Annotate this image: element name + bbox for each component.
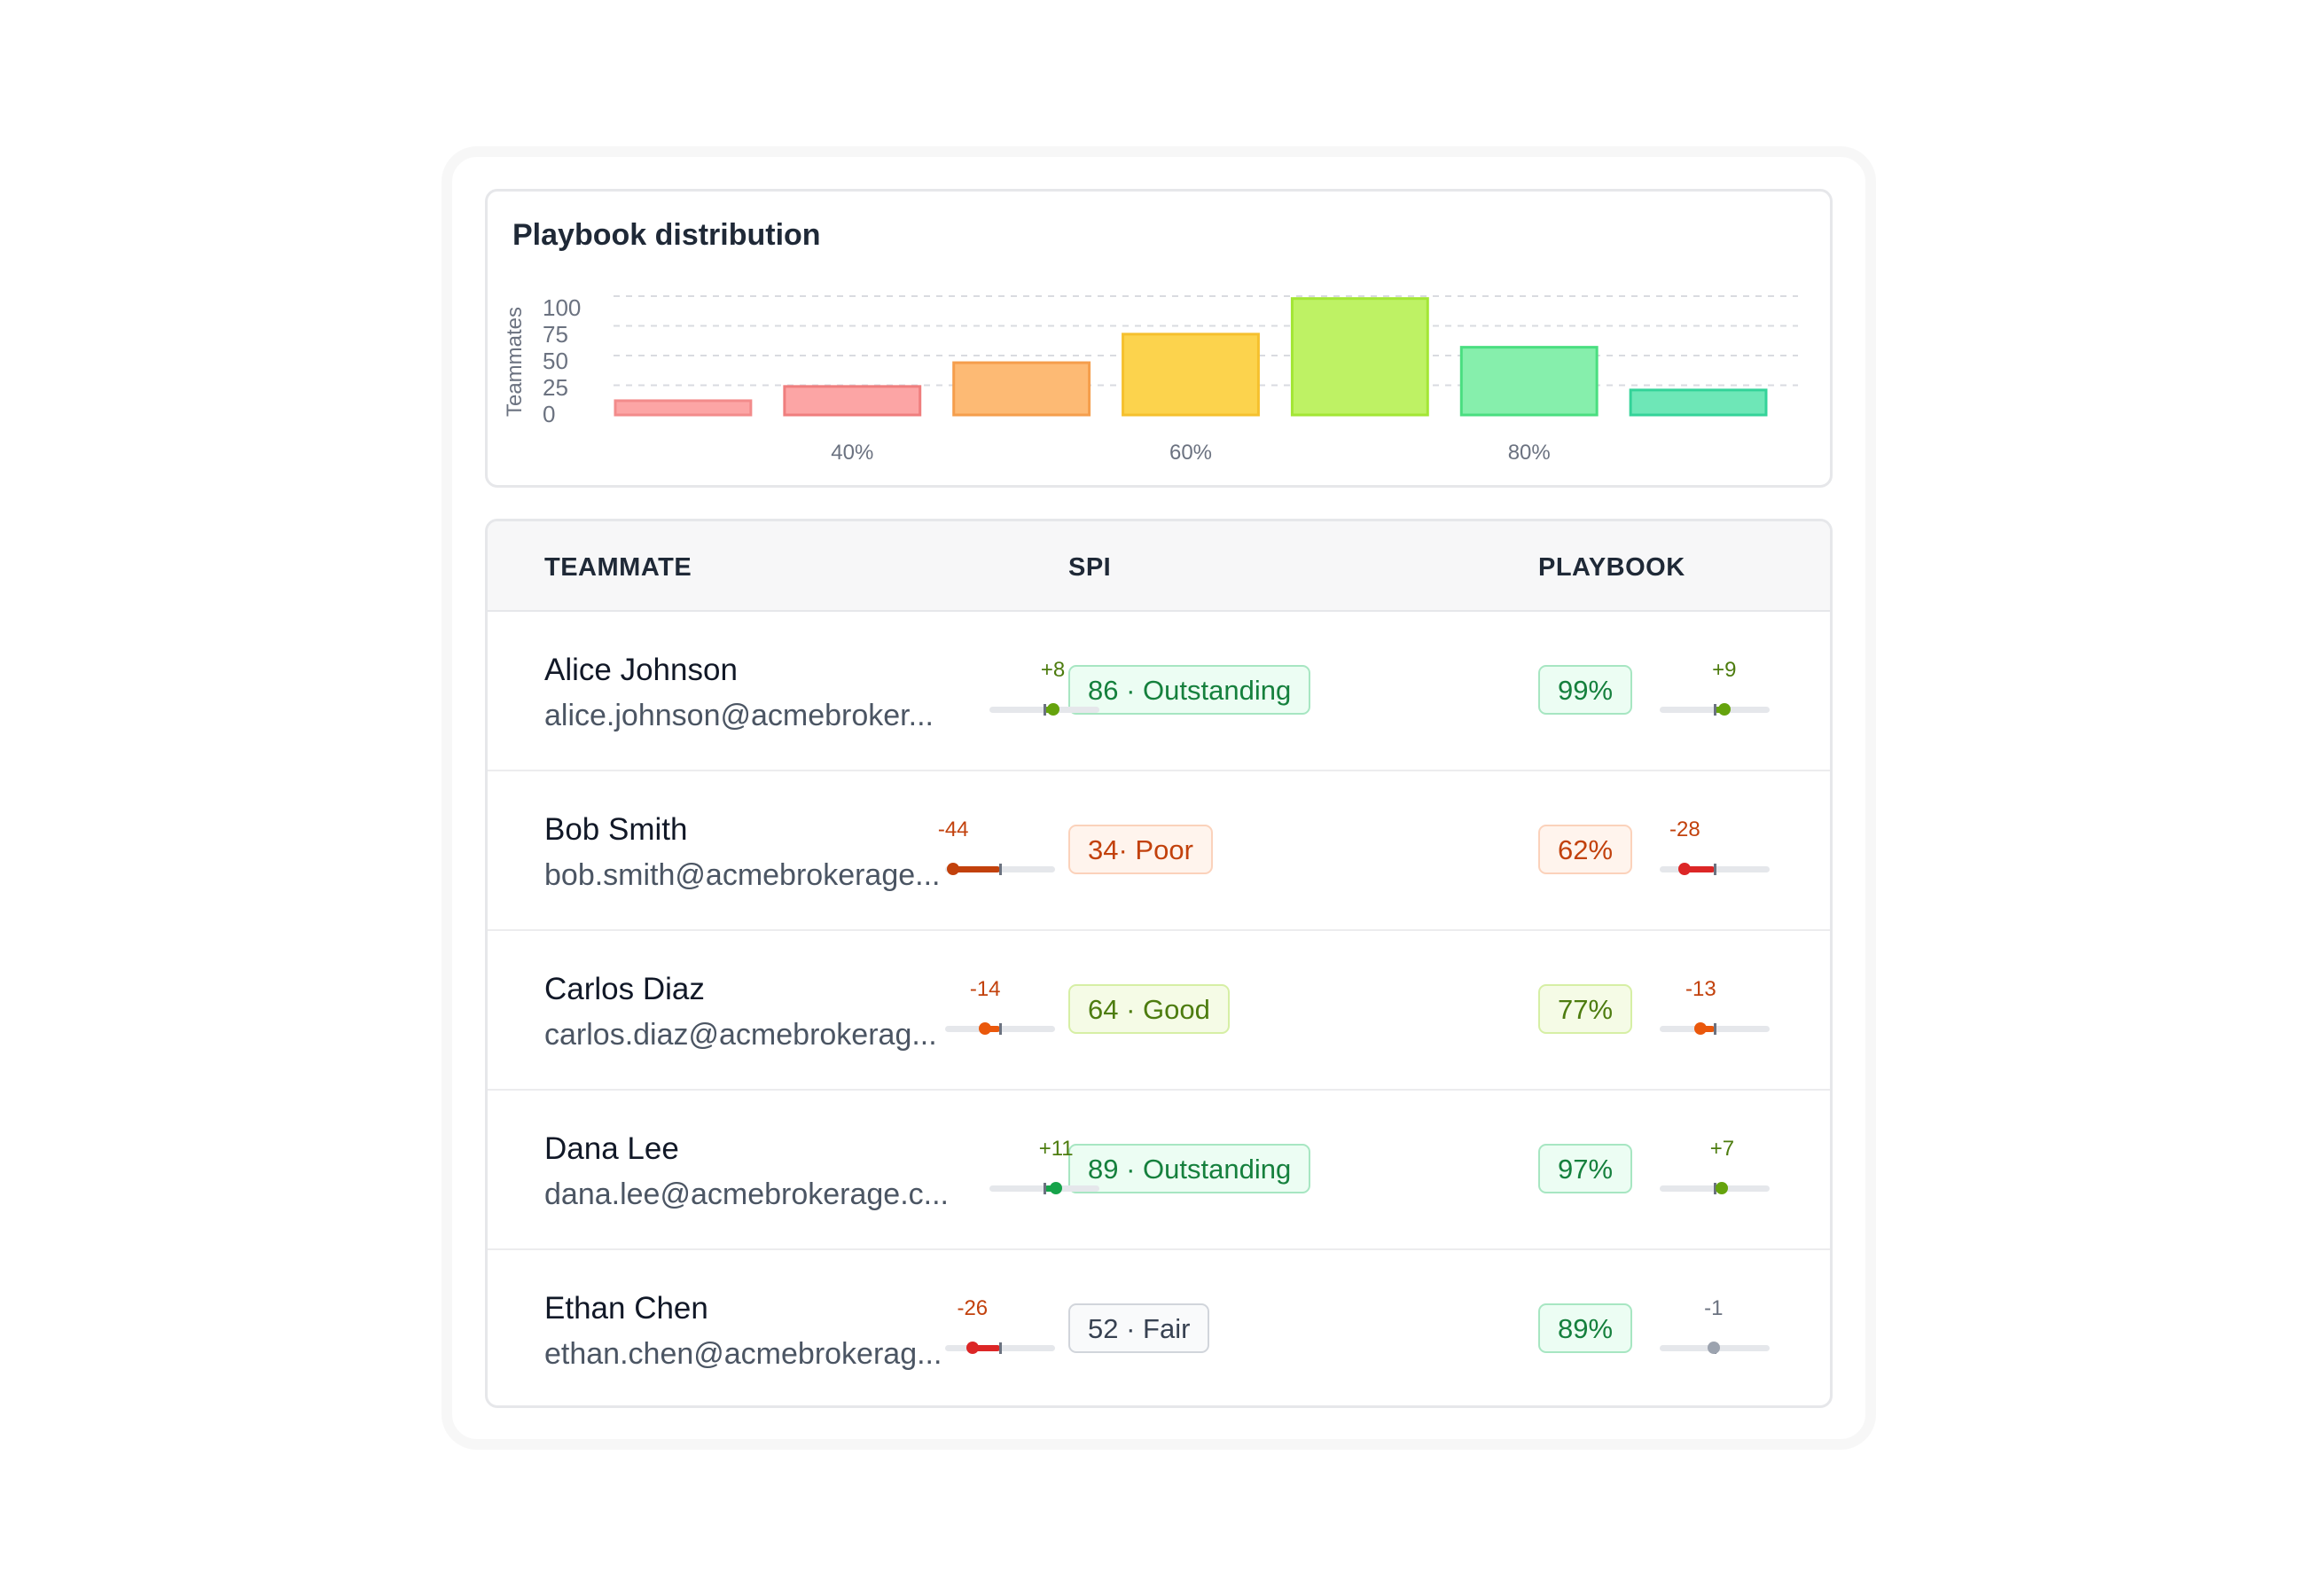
table-header: TEAMMATE SPI PLAYBOOK bbox=[488, 521, 1830, 612]
x-tick-label: 80% bbox=[1508, 441, 1551, 465]
playbook-trend-baseline bbox=[1714, 704, 1716, 716]
playbook-trend-dot bbox=[1716, 1182, 1729, 1194]
y-tick-label: 0 bbox=[543, 401, 555, 427]
x-tick-label: 60% bbox=[1169, 441, 1212, 465]
playbook-trend-baseline bbox=[1714, 864, 1716, 875]
spi-trend-dot bbox=[965, 1342, 979, 1354]
spi-delta-label: -26 bbox=[957, 1296, 989, 1320]
spi-trend-track bbox=[989, 1182, 1099, 1194]
spi-trend-track bbox=[945, 1022, 1055, 1035]
spi-trend-baseline bbox=[1044, 704, 1046, 716]
header-spi[interactable]: SPI bbox=[1068, 553, 1112, 582]
spi-trend-track bbox=[945, 1342, 1055, 1354]
teammate-email: ethan.chen@acmebrokerag... bbox=[544, 1337, 942, 1371]
bar bbox=[783, 385, 922, 417]
playbook-badge: 77% bbox=[1538, 984, 1633, 1034]
spi-trend-dot bbox=[947, 863, 960, 875]
spi-delta-label: +8 bbox=[1040, 658, 1066, 682]
teammate-name: Ethan Chen bbox=[544, 1291, 708, 1326]
bar bbox=[1629, 388, 1768, 417]
spi-trend-dot bbox=[979, 1022, 992, 1035]
table-row[interactable]: Alice Johnson alice.johnson@acmebroker...… bbox=[488, 612, 1830, 771]
spi-badge: 86 · Outstanding bbox=[1068, 665, 1311, 715]
spi-trend-dot bbox=[1046, 703, 1059, 716]
playbook-trend-track bbox=[1660, 1022, 1770, 1035]
playbook-trend-track bbox=[1660, 1182, 1770, 1194]
spi-trend-track bbox=[945, 863, 1055, 875]
bar bbox=[1290, 297, 1429, 417]
y-axis-label: Teammates bbox=[503, 307, 527, 417]
spi-trend-fill bbox=[953, 866, 1000, 872]
spi-delta-label: -14 bbox=[969, 977, 1001, 1001]
y-tick-label: 100 bbox=[543, 294, 581, 321]
playbook-trend-fill bbox=[1700, 1026, 1715, 1032]
playbook-badge: 99% bbox=[1538, 665, 1633, 715]
header-playbook[interactable]: PLAYBOOK bbox=[1538, 553, 1685, 582]
playbook-delta-label: -28 bbox=[1669, 818, 1700, 841]
playbook-delta-label: +9 bbox=[1712, 658, 1737, 682]
teammate-table: TEAMMATE SPI PLAYBOOK Alice Johnson alice… bbox=[485, 519, 1833, 1408]
teammate-name: Carlos Diaz bbox=[544, 972, 705, 1006]
spi-badge: 89 · Outstanding bbox=[1068, 1144, 1311, 1193]
spi-trend-fill bbox=[972, 1345, 1000, 1351]
spi-trend-track bbox=[989, 703, 1099, 716]
playbook-trend-baseline bbox=[1714, 1183, 1716, 1194]
teammate-name: Alice Johnson bbox=[544, 653, 738, 687]
teammate-name: Dana Lee bbox=[544, 1131, 679, 1166]
bar bbox=[952, 361, 1091, 417]
playbook-badge: 97% bbox=[1538, 1144, 1633, 1193]
playbook-trend-dot bbox=[1707, 1342, 1720, 1354]
spi-trend-baseline bbox=[999, 1023, 1002, 1035]
bar bbox=[614, 399, 753, 417]
playbook-badge: 89% bbox=[1538, 1303, 1633, 1353]
spi-delta-label: +11 bbox=[1038, 1137, 1074, 1161]
spi-trend-baseline bbox=[1044, 1183, 1046, 1194]
y-tick-label: 25 bbox=[543, 374, 568, 401]
spi-trend-baseline bbox=[999, 864, 1002, 875]
y-tick-label: 75 bbox=[543, 321, 568, 348]
playbook-trend-track bbox=[1660, 863, 1770, 875]
y-tick-label: 50 bbox=[543, 348, 568, 374]
table-row[interactable]: Dana Lee dana.lee@acmebrokerage.c... 89 · … bbox=[488, 1091, 1830, 1250]
bar bbox=[1459, 346, 1599, 417]
spi-trend-baseline bbox=[999, 1342, 1002, 1354]
teammate-email: dana.lee@acmebrokerage.c... bbox=[544, 1177, 949, 1211]
x-tick-label: 40% bbox=[831, 441, 873, 465]
spi-badge: 64 · Good bbox=[1068, 984, 1230, 1034]
table-row[interactable]: Ethan Chen ethan.chen@acmebrokerag... 52 ·… bbox=[488, 1250, 1830, 1405]
playbook-distribution-card: Playbook distribution 100 75 50 25 0 Teammate… bbox=[485, 189, 1833, 488]
teammate-name: Bob Smith bbox=[544, 812, 688, 847]
table-row[interactable]: Carlos Diaz carlos.diaz@acmebrokerag... 64… bbox=[488, 931, 1830, 1091]
spi-badge: 34· Poor bbox=[1068, 825, 1213, 874]
playbook-trend-baseline bbox=[1714, 1023, 1716, 1035]
playbook-trend-dot bbox=[1678, 863, 1692, 875]
playbook-trend-dot bbox=[1694, 1022, 1708, 1035]
playbook-trend-track bbox=[1660, 703, 1770, 716]
table-row[interactable]: Bob Smith bob.smith@acmebrokerage... 34· P… bbox=[488, 771, 1830, 931]
playbook-trend-track bbox=[1660, 1342, 1770, 1354]
header-teammate[interactable]: TEAMMATE bbox=[544, 553, 692, 582]
teammate-email: carlos.diaz@acmebrokerag... bbox=[544, 1018, 937, 1052]
bar bbox=[1122, 332, 1260, 417]
playbook-trend-fill bbox=[1685, 866, 1715, 872]
spi-delta-label: -44 bbox=[937, 818, 969, 841]
chart-title: Playbook distribution bbox=[512, 218, 821, 252]
spi-badge: 52 · Fair bbox=[1068, 1303, 1210, 1353]
playbook-delta-label: -13 bbox=[1685, 977, 1716, 1001]
playbook-delta-label: +7 bbox=[1709, 1137, 1735, 1161]
playbook-trend-dot bbox=[1717, 703, 1731, 716]
playbook-delta-label: -1 bbox=[1704, 1296, 1724, 1320]
spi-trend-fill bbox=[985, 1026, 1000, 1032]
teammate-email: alice.johnson@acmebroker... bbox=[544, 699, 934, 732]
teammate-email: bob.smith@acmebrokerage... bbox=[544, 858, 941, 892]
playbook-badge: 62% bbox=[1538, 825, 1633, 874]
spi-trend-dot bbox=[1050, 1182, 1063, 1194]
